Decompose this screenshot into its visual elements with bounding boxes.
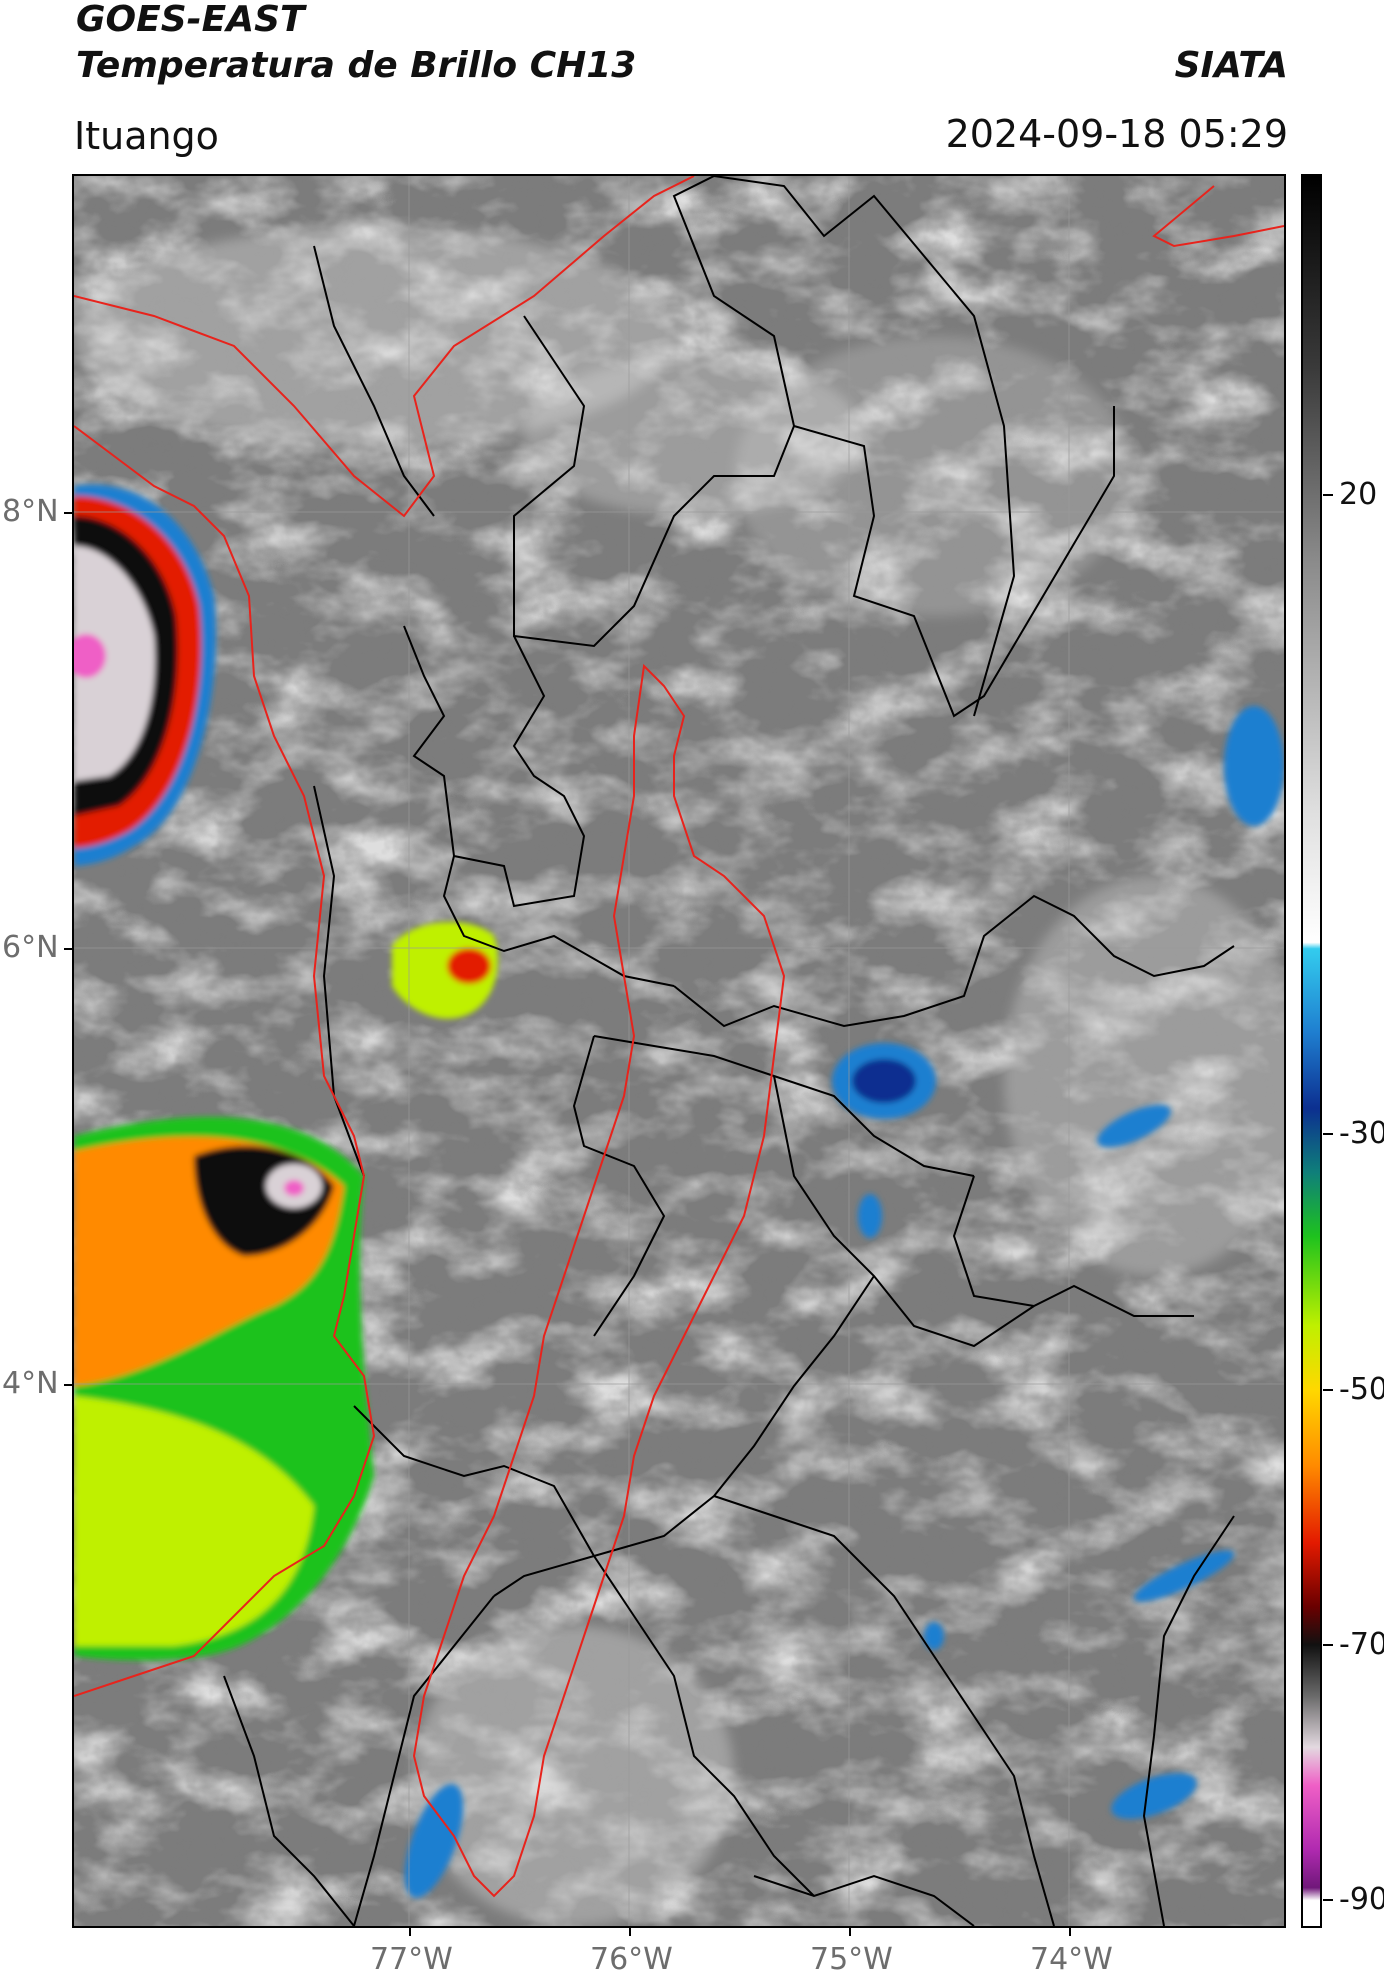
lat-tick-4: [64, 1384, 72, 1386]
department-borders: [223, 176, 1235, 1926]
datetime-label: 2024-09-18 05:29: [945, 112, 1288, 156]
lon-tick-76: [629, 1928, 631, 1936]
east-cloud: [1004, 876, 1284, 1276]
northeast-cloud: [734, 336, 1134, 616]
satellite-map[interactable]: [72, 174, 1286, 1928]
south-cloud: [414, 1626, 734, 1926]
lon-tick-77: [409, 1928, 411, 1936]
lat-label-6: 6°N: [2, 930, 59, 965]
lon-label-77: 77°W: [370, 1942, 453, 1977]
colorbar-tick: [1323, 1899, 1333, 1902]
lon-tick-75: [849, 1928, 851, 1936]
colorbar-tick: [1323, 494, 1333, 497]
colorbar-tick: [1323, 1643, 1333, 1646]
colorbar-tick: [1323, 1388, 1333, 1391]
colorbar-label: -70: [1339, 1626, 1384, 1662]
colorbar-label: -50: [1339, 1371, 1384, 1407]
organization-label: SIATA: [1174, 45, 1288, 86]
colorbar-tick: [1323, 1133, 1333, 1136]
lon-tick-74: [1069, 1928, 1071, 1936]
convective-cloud-west: [74, 1116, 374, 1661]
north-cloud-band: [74, 226, 674, 446]
satellite-title: GOES-EAST: [76, 0, 305, 40]
map-canvas: [74, 176, 1284, 1926]
lat-label-4: 4°N: [2, 1366, 59, 1401]
convective-cloud-center: [392, 922, 498, 1019]
lon-label-75: 75°W: [810, 1942, 893, 1977]
lon-label-76: 76°W: [590, 1942, 673, 1977]
colorbar-label: -90: [1339, 1882, 1384, 1918]
location-label: Ituango: [74, 114, 219, 158]
lat-tick-6: [64, 948, 72, 950]
lat-tick-8: [64, 512, 72, 514]
product-title: Temperatura de Brillo CH13: [76, 45, 637, 86]
lat-label-8: 8°N: [2, 494, 59, 529]
highlight-borders: [74, 176, 1284, 1898]
convective-cloud-east: [404, 706, 1284, 1898]
convective-cloud-northwest: [74, 484, 216, 866]
colorbar-label: -30: [1339, 1116, 1384, 1152]
colorbar: [1301, 174, 1322, 1928]
lon-label-74: 74°W: [1030, 1942, 1113, 1977]
colorbar-label: 20: [1339, 477, 1378, 513]
